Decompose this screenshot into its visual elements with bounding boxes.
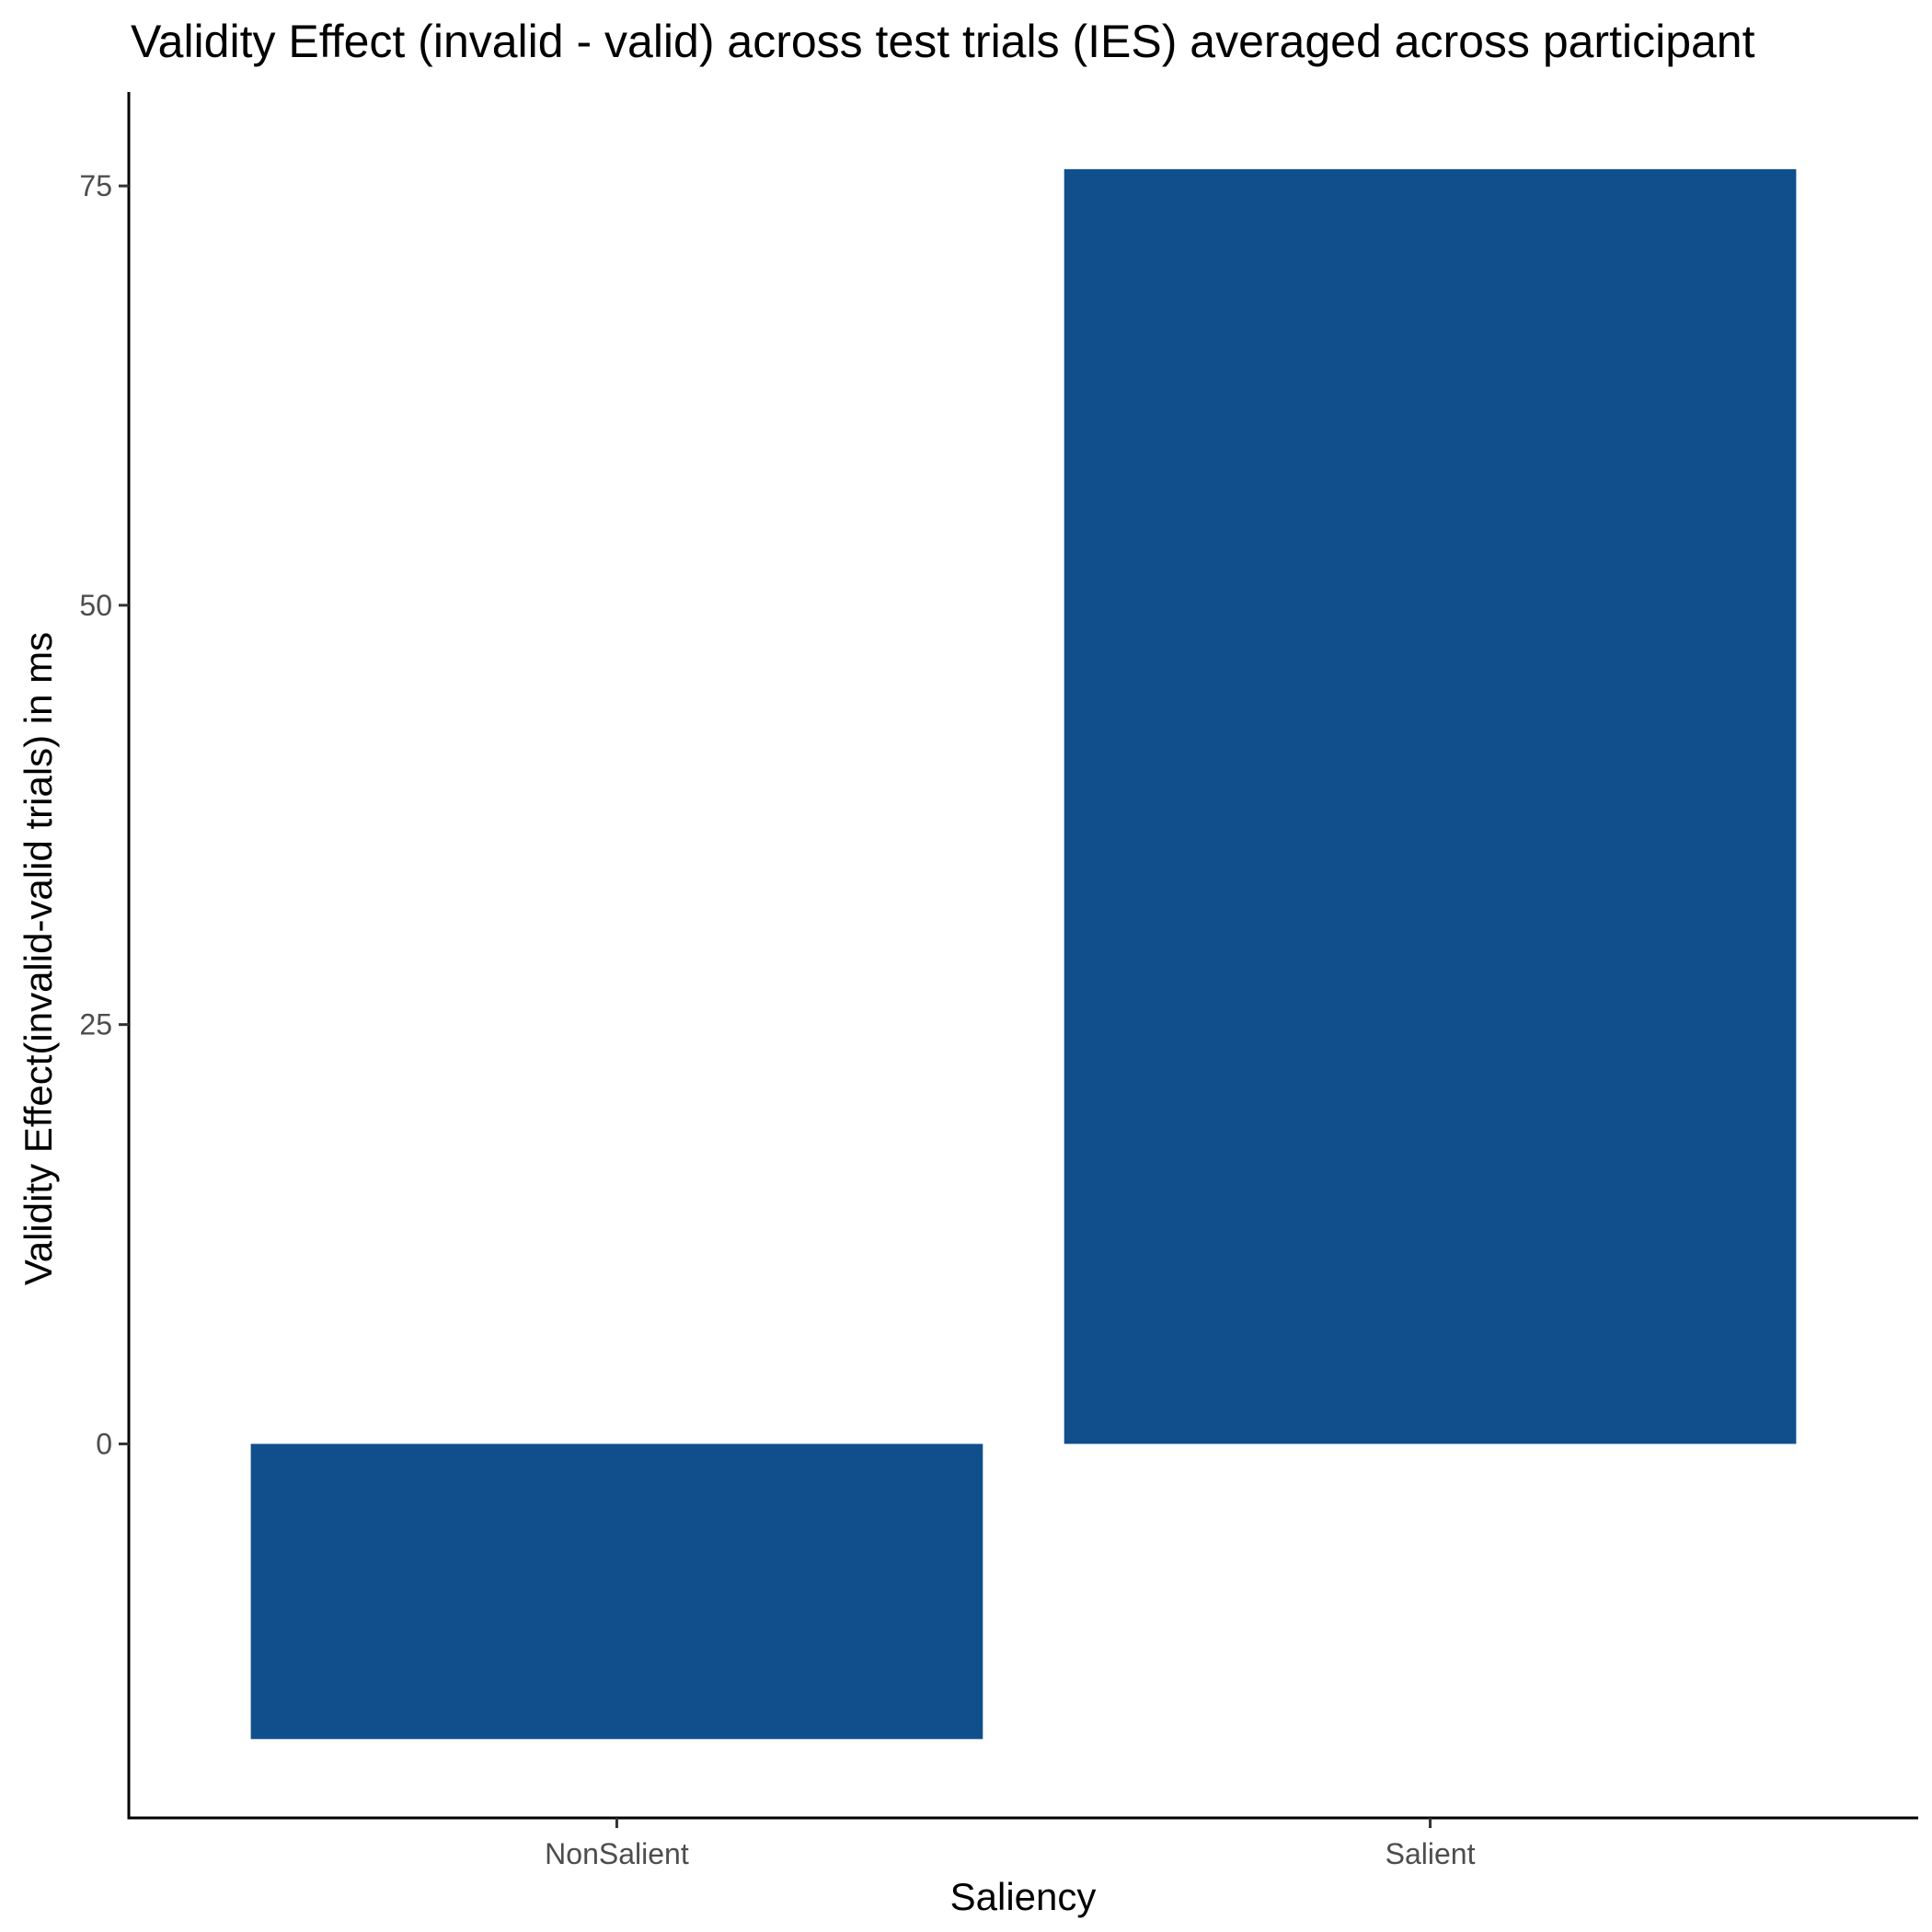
chart-title: Validity Effect (invalid - valid) across…: [131, 16, 1755, 67]
axes-layer: [127, 92, 1918, 1820]
y-axis-title: Validity Effect(invalid-valid trials) in…: [17, 632, 60, 1285]
x-axis-title: Saliency: [950, 1875, 1097, 1918]
y-tick-label: 50: [79, 589, 112, 622]
bar-nonsalient: [250, 1443, 983, 1740]
y-tick-label: 75: [79, 169, 112, 202]
bar-salient: [1064, 168, 1797, 1444]
bars-layer: [250, 168, 1797, 1740]
y-tick-label: 0: [96, 1427, 112, 1460]
x-ticks-layer: NonSalient Salient: [545, 1818, 1476, 1870]
x-tick-label: Salient: [1386, 1837, 1476, 1870]
y-tick-label: 25: [79, 1008, 112, 1041]
y-ticks-layer: 0 25 50 75: [79, 169, 129, 1460]
x-tick-label: NonSalient: [545, 1837, 689, 1870]
